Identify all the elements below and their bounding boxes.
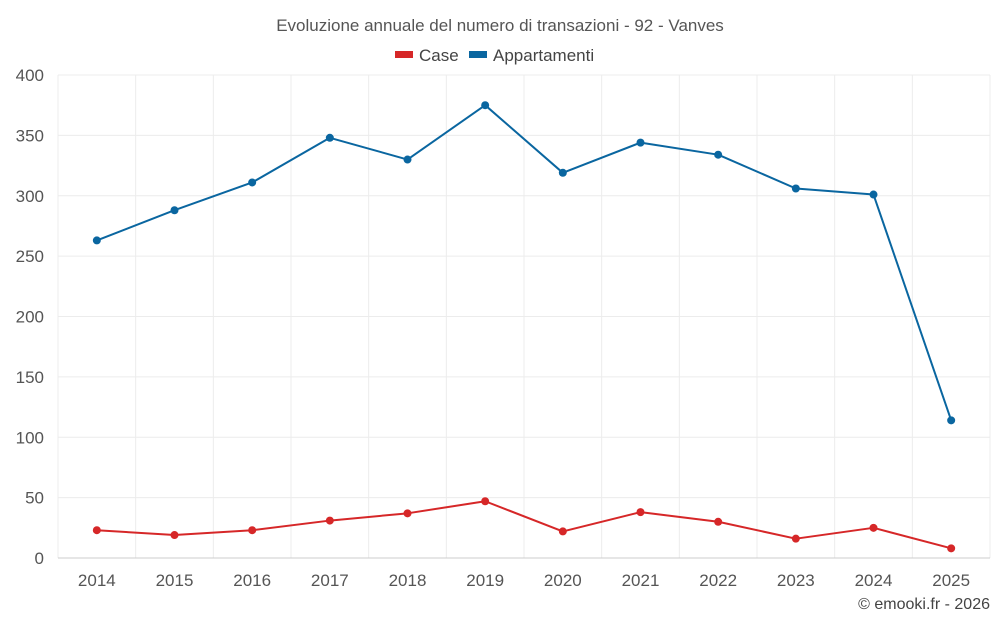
data-point-case[interactable] — [714, 517, 723, 526]
data-point-case[interactable] — [558, 527, 567, 536]
y-tick-label: 350 — [16, 126, 44, 145]
x-axis: 2014 2015 2016 2017 2018 2019 2020 2021 2022 2023… — [58, 557, 990, 590]
chart-title: Evoluzione annuale del numero di transaz… — [276, 16, 724, 35]
x-tick-label: 2017 — [311, 571, 349, 590]
x-tick-label: 2025 — [932, 571, 970, 590]
data-point-case[interactable] — [947, 544, 956, 553]
y-tick-label: 250 — [16, 247, 44, 266]
data-point-case[interactable] — [92, 526, 101, 535]
x-tick-label: 2016 — [233, 571, 271, 590]
data-point-case[interactable] — [869, 523, 878, 532]
x-tick-label: 2018 — [389, 571, 427, 590]
x-tick-label: 2015 — [156, 571, 194, 590]
x-tick-label: 2021 — [622, 571, 660, 590]
series-appartamenti — [92, 101, 956, 425]
credit-text: © emooki.fr - 2026 — [858, 596, 990, 613]
data-point-appartamenti[interactable] — [170, 206, 179, 215]
legend-item-appartamenti[interactable]: Appartamenti — [469, 46, 594, 65]
data-point-appartamenti[interactable] — [248, 178, 257, 187]
data-point-case[interactable] — [791, 534, 800, 543]
data-point-case[interactable] — [170, 531, 179, 540]
data-point-case[interactable] — [403, 509, 412, 518]
data-point-case[interactable] — [248, 526, 257, 535]
legend: Case Appartamenti — [395, 46, 594, 65]
legend-swatch-appartamenti — [469, 51, 487, 58]
legend-item-case[interactable]: Case — [395, 46, 459, 65]
legend-swatch-case — [395, 51, 413, 58]
y-tick-label: 150 — [16, 368, 44, 387]
x-tick-label: 2023 — [777, 571, 815, 590]
y-tick-label: 400 — [16, 66, 44, 85]
legend-label-case: Case — [419, 46, 459, 65]
data-point-case[interactable] — [325, 516, 334, 525]
data-point-appartamenti[interactable] — [92, 236, 101, 245]
data-point-case[interactable] — [481, 497, 490, 506]
data-point-appartamenti[interactable] — [558, 168, 567, 177]
data-point-appartamenti[interactable] — [403, 155, 412, 164]
data-point-appartamenti[interactable] — [714, 150, 723, 159]
y-tick-label: 50 — [25, 489, 44, 508]
x-tick-label: 2022 — [699, 571, 737, 590]
y-axis: 0 50 100 150 200 250 300 350 400 — [16, 66, 44, 568]
series-layer — [92, 101, 956, 553]
x-tick-label: 2019 — [466, 571, 504, 590]
data-point-appartamenti[interactable] — [481, 101, 490, 110]
y-tick-label: 300 — [16, 187, 44, 206]
data-point-appartamenti[interactable] — [325, 133, 334, 142]
grid — [57, 74, 991, 559]
legend-label-appartamenti: Appartamenti — [493, 46, 594, 65]
y-tick-label: 100 — [16, 428, 44, 447]
series-case — [92, 497, 956, 553]
series-line-appartamenti — [96, 104, 953, 421]
y-tick-label: 0 — [35, 549, 44, 568]
data-point-case[interactable] — [636, 508, 645, 517]
data-point-appartamenti[interactable] — [947, 416, 956, 425]
x-tick-label: 2014 — [78, 571, 116, 590]
data-point-appartamenti[interactable] — [791, 184, 800, 193]
y-tick-label: 200 — [16, 308, 44, 327]
x-tick-label: 2020 — [544, 571, 582, 590]
series-line-case — [96, 500, 952, 550]
data-point-appartamenti[interactable] — [636, 138, 645, 147]
x-tick-label: 2024 — [855, 571, 893, 590]
data-point-appartamenti[interactable] — [869, 190, 878, 199]
